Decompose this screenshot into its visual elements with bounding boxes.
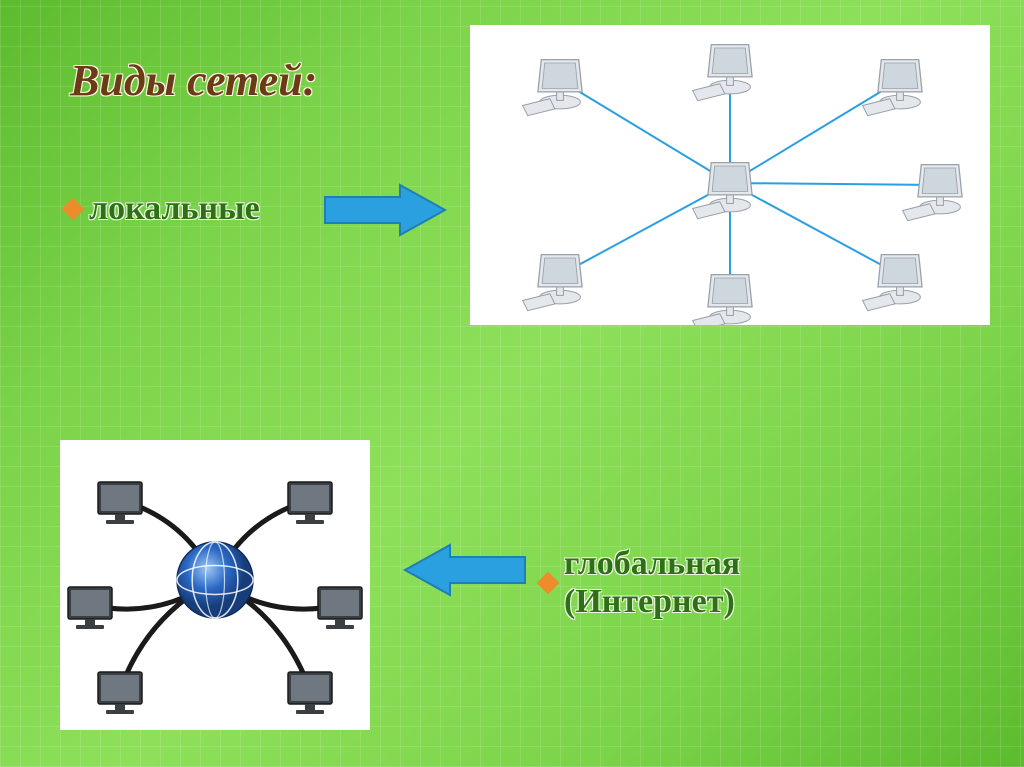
item-label: глобальная <box>564 545 740 582</box>
page-title: Виды сетей: <box>70 55 317 106</box>
list-item-global: глобальная (Интернет) <box>540 545 740 621</box>
bullet-icon <box>537 572 560 595</box>
item-sub: (Интернет) <box>564 583 735 620</box>
local-network-diagram <box>470 25 990 325</box>
list-item-local: локальные <box>65 190 260 228</box>
local-network-panel <box>470 25 990 325</box>
item-label: локальные <box>89 190 260 228</box>
arrow-left-icon <box>400 540 530 600</box>
global-network-diagram <box>60 440 370 730</box>
bullet-icon <box>62 198 85 221</box>
global-network-panel <box>60 440 370 730</box>
arrow-right-icon <box>320 180 450 240</box>
